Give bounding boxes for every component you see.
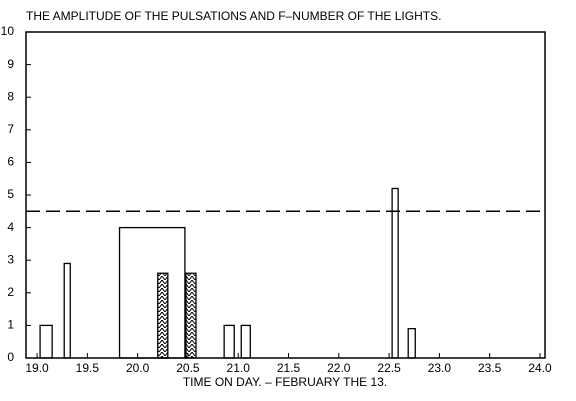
y-tick-label: 7 [7,122,14,136]
x-tick-label: 24.0 [528,361,552,375]
chart-title: THE AMPLITUDE OF THE PULSATIONS AND F–NU… [26,9,441,23]
x-tick-label: 22.0 [327,361,351,375]
x-tick-label: 22.5 [377,361,401,375]
x-tick-label: 20.5 [176,361,200,375]
y-tick-label: 2 [7,285,14,299]
x-tick-label: 21.5 [277,361,301,375]
bar [185,272,197,359]
bar [118,226,186,359]
bar [391,187,399,359]
x-tick-label: 19.5 [76,361,100,375]
y-tick-label: 4 [7,220,14,234]
y-tick-label: 1 [7,318,14,332]
y-tick-label: 3 [7,252,14,266]
x-tick-label: 21.0 [227,361,251,375]
bar [39,324,53,359]
y-tick-label: 0 [7,350,14,364]
y-tick-label: 6 [7,155,14,169]
bar [240,324,251,359]
y-tick-label: 10 [1,24,15,38]
x-tick-label: 20.0 [126,361,150,375]
y-tick-label: 8 [7,89,14,103]
bar [63,262,71,359]
y-tick-label: 5 [7,187,14,201]
bar [407,328,416,359]
x-axis-label: TIME ON DAY. – FEBRUARY THE 13. [183,375,387,389]
plot-frame [25,31,546,359]
x-tick-label: 23.0 [428,361,452,375]
bar [157,272,169,359]
y-tick-label: 9 [7,57,14,71]
bar [223,324,235,359]
x-tick-label: 23.5 [478,361,502,375]
x-tick-label: 19.0 [25,361,49,375]
